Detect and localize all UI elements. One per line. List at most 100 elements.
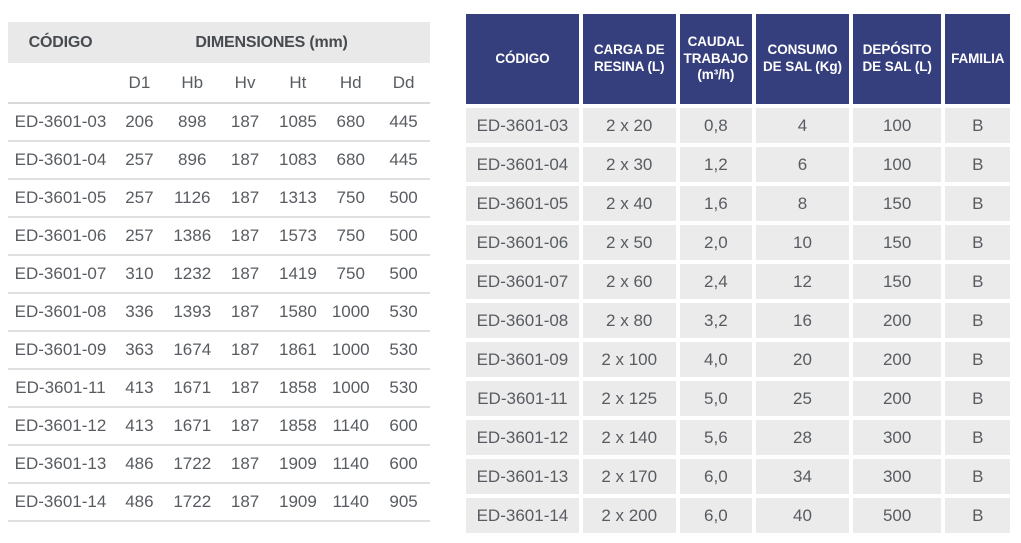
table-cell: 445	[377, 103, 430, 142]
table-cell: ED-3601-14	[466, 498, 579, 533]
table-cell: 1671	[165, 407, 219, 446]
table-cell: 2 x 80	[582, 303, 676, 338]
table-cell: 1580	[271, 293, 325, 332]
table-cell: 530	[377, 369, 430, 408]
table-cell: 34	[756, 459, 849, 494]
table-cell: 500	[377, 217, 430, 256]
table-cell: 187	[218, 369, 272, 408]
table-cell: 3,2	[679, 303, 753, 338]
table-cell: 200	[852, 342, 942, 377]
specs-column-header: FAMILIA	[945, 14, 1010, 104]
table-cell: ED-3601-03	[466, 108, 579, 143]
table-cell: ED-3601-07	[8, 255, 113, 294]
table-row: ED-3601-12 413 1671 187 1858 1140 600	[8, 407, 430, 446]
table-cell: 1,6	[679, 186, 753, 221]
table-cell: 600	[377, 407, 430, 446]
specs-table-body: ED-3601-03 2 x 20 0,8 4 100 B	[466, 108, 1010, 533]
table-row: ED-3601-08 2 x 80 3,2 16 200 B	[466, 303, 1010, 338]
table-cell: 2,4	[679, 264, 753, 299]
table-cell: 1140	[324, 483, 378, 522]
table-cell: 206	[113, 103, 166, 142]
table-cell: 1000	[324, 331, 378, 370]
specs-column-header: CARGA DE RESINA (L)	[582, 14, 676, 104]
table-row: ED-3601-03 2 x 20 0,8 4 100 B	[466, 108, 1010, 143]
table-cell: 1140	[324, 407, 378, 446]
table-cell: 25	[756, 381, 849, 416]
table-cell: 40	[756, 498, 849, 533]
table-cell: 310	[113, 255, 166, 294]
table-cell: ED-3601-11	[8, 369, 113, 408]
table-cell: 1861	[271, 331, 325, 370]
table-cell: B	[945, 459, 1010, 494]
table-cell: B	[945, 264, 1010, 299]
table-row: ED-3601-04 2 x 30 1,2 6 100 B	[466, 147, 1010, 182]
dimensions-subheader-blank	[8, 63, 113, 104]
table-cell: 1909	[271, 445, 325, 484]
table-cell: 750	[324, 217, 378, 256]
table-cell: 300	[852, 420, 942, 455]
table-cell: 680	[324, 141, 378, 180]
table-cell: 905	[377, 483, 430, 522]
table-cell: 486	[113, 483, 166, 522]
dimensions-subheader-row: D1 Hb Hv Ht Hd Dd	[8, 63, 430, 104]
table-cell: 530	[377, 331, 430, 370]
table-row: ED-3601-09 2 x 100 4,0 20 200 B	[466, 342, 1010, 377]
table-cell: 5,6	[679, 420, 753, 455]
table-cell: 750	[324, 255, 378, 294]
table-row: ED-3601-04 257 896 187 1083 680 445	[8, 141, 430, 180]
specs-table-head: CÓDIGO CARGA DE RESINA (L) CAUDAL TRABAJ…	[466, 14, 1010, 104]
table-cell: ED-3601-13	[8, 445, 113, 484]
dimensions-table-head: CÓDIGO DIMENSIONES (mm) D1 Hb Hv Ht Hd D…	[8, 22, 430, 104]
table-cell: 4,0	[679, 342, 753, 377]
table-cell: B	[945, 420, 1010, 455]
table-cell: 1126	[165, 179, 219, 218]
table-cell: 1909	[271, 483, 325, 522]
dimensions-column-header: Hd	[324, 63, 378, 104]
table-cell: 0,8	[679, 108, 753, 143]
table-cell: 6	[756, 147, 849, 182]
dimensions-column-header: Hb	[165, 63, 219, 104]
table-row: ED-3601-06 2 x 50 2,0 10 150 B	[466, 225, 1010, 260]
table-cell: 680	[324, 103, 378, 142]
table-row: ED-3601-07 310 1232 187 1419 750 500	[8, 255, 430, 294]
dimensions-column-header: Ht	[271, 63, 325, 104]
table-cell: 300	[852, 459, 942, 494]
table-cell: 1573	[271, 217, 325, 256]
table-cell: 1140	[324, 445, 378, 484]
table-cell: 1313	[271, 179, 325, 218]
table-cell: 187	[218, 407, 272, 446]
table-cell: 336	[113, 293, 166, 332]
table-cell: 20	[756, 342, 849, 377]
table-cell: 1000	[324, 369, 378, 408]
table-cell: ED-3601-03	[8, 103, 113, 142]
table-cell: B	[945, 381, 1010, 416]
table-cell: B	[945, 186, 1010, 221]
dimensions-column-header: D1	[113, 63, 166, 104]
table-cell: 898	[165, 103, 219, 142]
table-cell: B	[945, 342, 1010, 377]
table-cell: 187	[218, 179, 272, 218]
table-cell: 187	[218, 483, 272, 522]
table-cell: 187	[218, 293, 272, 332]
table-row: ED-3601-07 2 x 60 2,4 12 150 B	[466, 264, 1010, 299]
table-cell: B	[945, 498, 1010, 533]
table-row: ED-3601-14 2 x 200 6,0 40 500 B	[466, 498, 1010, 533]
table-cell: 5,0	[679, 381, 753, 416]
table-cell: ED-3601-12	[8, 407, 113, 446]
specs-column-header: DEPÓSITO DE SAL (L)	[852, 14, 942, 104]
table-cell: 1674	[165, 331, 219, 370]
table-cell: 150	[852, 225, 942, 260]
table-cell: 1000	[324, 293, 378, 332]
table-row: ED-3601-05 2 x 40 1,6 8 150 B	[466, 186, 1010, 221]
table-row: ED-3601-03 206 898 187 1085 680 445	[8, 103, 430, 142]
table-cell: 200	[852, 381, 942, 416]
table-cell: 28	[756, 420, 849, 455]
table-cell: 187	[218, 141, 272, 180]
table-cell: 6,0	[679, 498, 753, 533]
table-row: ED-3601-05 257 1126 187 1313 750 500	[8, 179, 430, 218]
table-cell: 187	[218, 217, 272, 256]
table-cell: B	[945, 147, 1010, 182]
table-cell: 257	[113, 141, 166, 180]
table-cell: 1083	[271, 141, 325, 180]
